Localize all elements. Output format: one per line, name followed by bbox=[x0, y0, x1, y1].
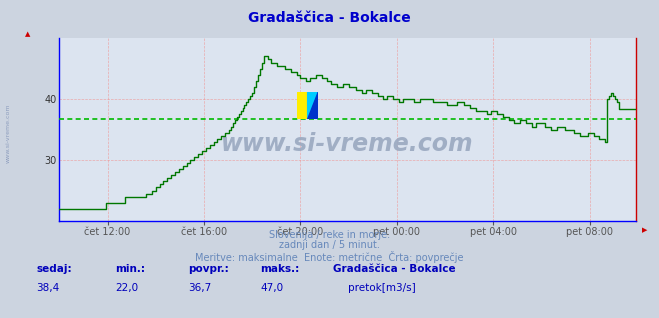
Text: maks.:: maks.: bbox=[260, 264, 300, 274]
Text: pretok[m3/s]: pretok[m3/s] bbox=[348, 283, 416, 293]
Text: 38,4: 38,4 bbox=[36, 283, 59, 293]
Polygon shape bbox=[308, 92, 318, 119]
Text: min.:: min.: bbox=[115, 264, 146, 274]
Polygon shape bbox=[308, 92, 318, 119]
Text: Slovenija / reke in morje.: Slovenija / reke in morje. bbox=[269, 230, 390, 239]
Text: ▶: ▶ bbox=[642, 227, 647, 233]
Text: 47,0: 47,0 bbox=[260, 283, 283, 293]
Text: www.si-vreme.com: www.si-vreme.com bbox=[221, 132, 474, 156]
Text: Gradaščica - Bokalce: Gradaščica - Bokalce bbox=[248, 11, 411, 25]
Text: www.si-vreme.com: www.si-vreme.com bbox=[5, 104, 11, 163]
Text: 22,0: 22,0 bbox=[115, 283, 138, 293]
Text: Gradaščica - Bokalce: Gradaščica - Bokalce bbox=[333, 264, 455, 274]
Text: ▲: ▲ bbox=[25, 31, 30, 37]
Text: povpr.:: povpr.: bbox=[188, 264, 229, 274]
Text: sedaj:: sedaj: bbox=[36, 264, 72, 274]
Text: Meritve: maksimalne  Enote: metrične  Črta: povprečje: Meritve: maksimalne Enote: metrične Črta… bbox=[195, 251, 464, 263]
Text: 36,7: 36,7 bbox=[188, 283, 211, 293]
Bar bbox=[297, 92, 308, 119]
Text: zadnji dan / 5 minut.: zadnji dan / 5 minut. bbox=[279, 240, 380, 250]
